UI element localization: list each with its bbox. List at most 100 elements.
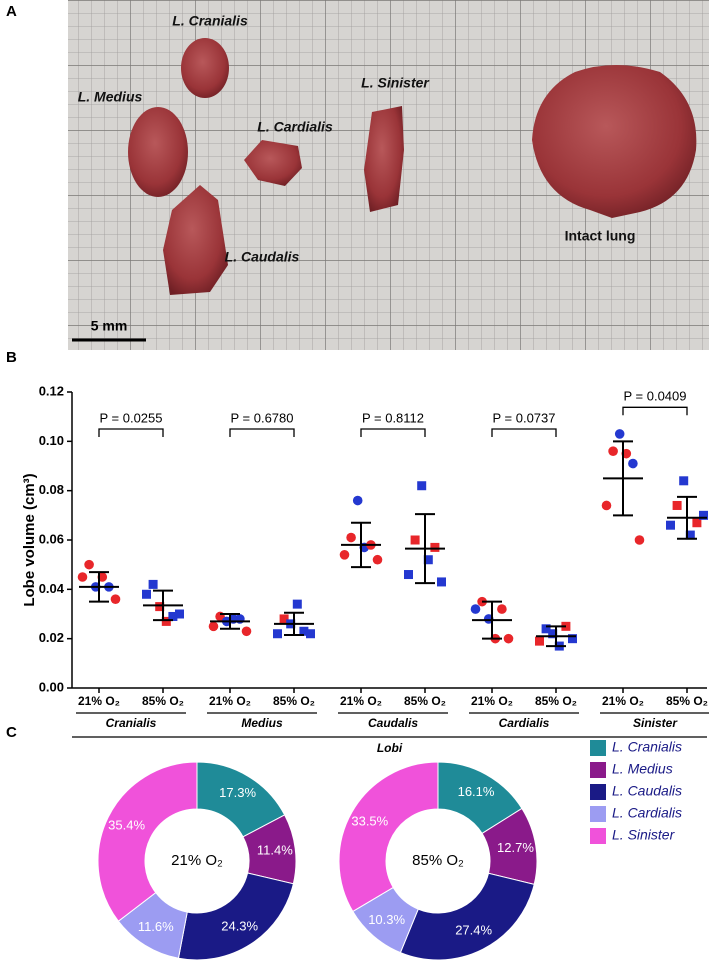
x-tick-label: 85% O₂ <box>142 694 184 708</box>
value-label: 35.4% <box>108 818 145 833</box>
data-point <box>692 518 702 528</box>
error-bar <box>546 625 566 648</box>
center-label: 85% O₂ <box>412 852 464 869</box>
legend-swatch <box>590 762 606 778</box>
data-point <box>155 602 165 612</box>
value-label: 10.3% <box>368 912 405 927</box>
error-bar <box>415 513 435 585</box>
error-bar <box>482 600 502 640</box>
x-tick-label: 85% O₂ <box>404 694 446 708</box>
data-point <box>84 559 94 570</box>
data-point <box>241 626 252 637</box>
legend-label: L. Cardialis <box>612 805 682 821</box>
data-point <box>404 570 413 580</box>
error-bar <box>284 611 304 636</box>
panel-label: C <box>6 724 17 741</box>
data-point <box>628 458 638 469</box>
x-tick-label: 21% O₂ <box>209 694 251 708</box>
x-tick-label: 85% O₂ <box>273 694 315 708</box>
data-point <box>148 579 158 589</box>
photo-label: L. Medius <box>78 89 143 105</box>
comparison-bracket <box>229 428 295 437</box>
legend-swatch <box>590 740 606 756</box>
value-label: 11.4% <box>257 843 293 858</box>
data-point <box>279 614 289 624</box>
data-point <box>601 500 612 511</box>
donut-slice <box>97 761 198 922</box>
panel-label: A <box>6 3 17 20</box>
comparison-bracket <box>622 406 688 416</box>
donut-slice <box>399 872 535 961</box>
data-point <box>142 589 151 599</box>
donut-slice <box>177 872 294 961</box>
legend-label: L. Medius <box>612 761 673 777</box>
group-label: Sinister <box>633 716 678 730</box>
comparison-bracket <box>98 428 164 437</box>
p-value: P = 0.6780 <box>230 410 293 425</box>
data-point <box>208 621 219 632</box>
x-tick-label: 21% O₂ <box>78 694 120 708</box>
data-point <box>672 500 682 510</box>
data-point <box>430 542 440 552</box>
y-tick-label: 0.08 <box>39 482 64 497</box>
legend-swatch <box>590 828 606 844</box>
group-label: Cardialis <box>499 716 550 730</box>
data-point <box>346 532 356 543</box>
photo-label: L. Caudalis <box>225 249 300 265</box>
data-point <box>535 636 544 646</box>
value-label: 12.7% <box>497 840 534 855</box>
data-point <box>299 626 309 636</box>
value-label: 17.3% <box>219 785 256 800</box>
photo: L. Cranialis L. Medius L. Cardialis L. S… <box>68 0 709 350</box>
group-label: Caudalis <box>368 716 418 730</box>
value-label: 16.1% <box>458 784 495 799</box>
data-point <box>685 530 695 540</box>
data-point <box>417 481 427 491</box>
legend-label: L. Caudalis <box>612 783 682 799</box>
center-label: 21% O₂ <box>171 852 223 869</box>
y-tick-label: 0.02 <box>39 630 64 645</box>
data-point <box>168 611 178 621</box>
comparison-bracket <box>360 428 426 437</box>
data-point <box>666 520 675 530</box>
photo-label: Intact lung <box>565 228 636 244</box>
x-tick-label: 21% O₂ <box>471 694 513 708</box>
panel-label: B <box>6 349 17 366</box>
x-tick-label: 85% O₂ <box>535 694 577 708</box>
photo-label: L. Cardialis <box>257 119 333 135</box>
scale-bar-label: 5 mm <box>91 318 128 334</box>
value-label: 27.4% <box>455 922 492 937</box>
data-point <box>175 609 184 619</box>
data-point <box>110 594 121 604</box>
error-bar <box>677 495 697 540</box>
value-label: 33.5% <box>351 814 388 829</box>
data-point <box>161 616 171 626</box>
y-axis-label: Lobe volume (cm³) <box>21 473 38 606</box>
photo-label: L. Cranialis <box>172 13 248 29</box>
p-value: P = 0.0409 <box>623 389 686 404</box>
photo-label: L. Sinister <box>361 75 430 91</box>
x-axis-label: Lobi <box>377 741 403 755</box>
data-point <box>352 495 363 506</box>
data-point <box>699 510 708 520</box>
data-point <box>410 535 420 545</box>
p-value: P = 0.0737 <box>492 410 555 425</box>
data-point <box>292 599 302 609</box>
legend-swatch <box>590 806 606 822</box>
y-tick-label: 0.12 <box>39 383 64 398</box>
data-point <box>437 577 446 587</box>
value-label: 24.3% <box>221 918 258 933</box>
data-point <box>679 476 689 486</box>
legend-swatch <box>590 784 606 800</box>
comparison-bracket <box>491 428 557 437</box>
data-point <box>614 429 625 439</box>
data-point <box>497 604 507 614</box>
data-point <box>372 554 383 565</box>
p-value: P = 0.8112 <box>362 410 424 425</box>
data-point <box>423 555 433 565</box>
error-bar <box>351 521 371 569</box>
group-label: Cranialis <box>106 716 157 730</box>
data-point <box>470 604 481 614</box>
data-point <box>339 550 350 560</box>
x-tick-label: 21% O₂ <box>602 694 644 708</box>
